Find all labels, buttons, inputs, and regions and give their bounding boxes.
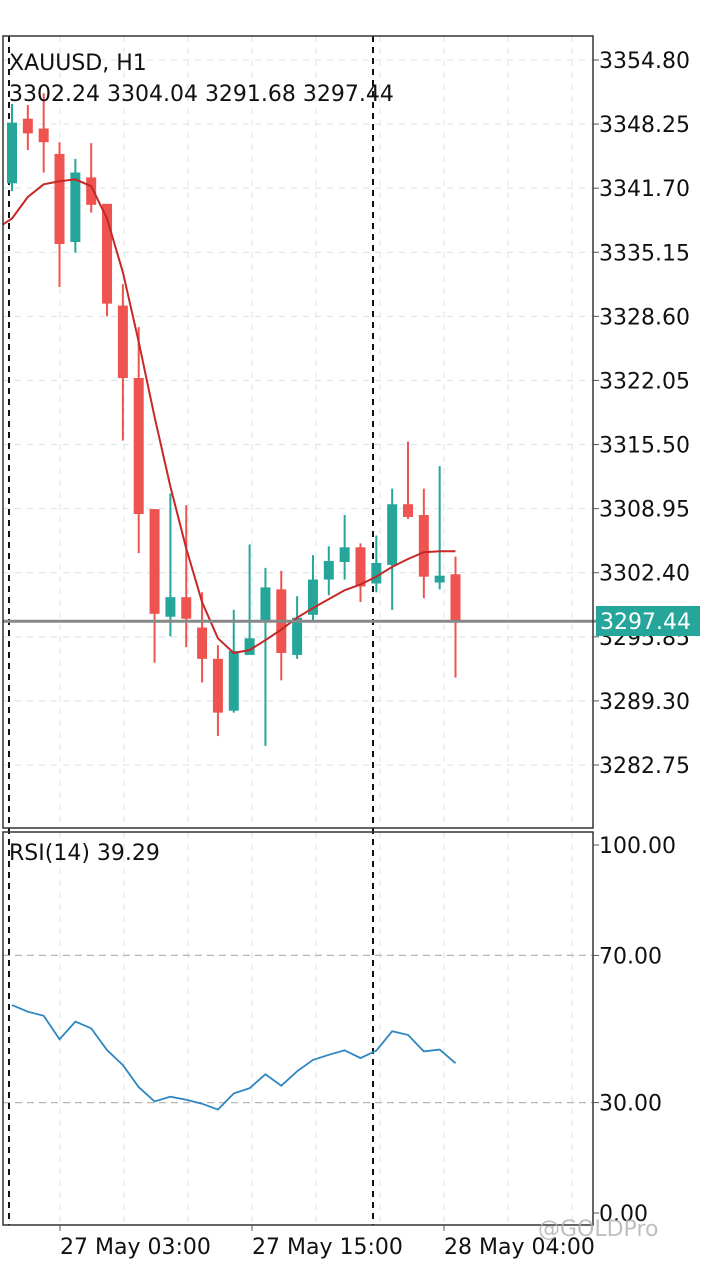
price-tick-label: 3348.25 [599, 113, 690, 138]
candle [292, 596, 303, 659]
last-price-badge: 3297.44 [596, 606, 700, 636]
candles-layer [7, 93, 461, 746]
candle [244, 544, 255, 655]
candle-body [323, 560, 334, 580]
price-tick-label: 3302.40 [599, 562, 690, 587]
watermark: @GOLDPro [538, 1217, 658, 1242]
time-tick-label: 27 May 15:00 [252, 1235, 403, 1260]
rsi-panel-frame [2, 831, 594, 1226]
rsi-label: RSI(14) 39.29 [9, 841, 160, 866]
candle-body [212, 658, 223, 713]
candle [212, 645, 223, 737]
candle [70, 158, 81, 253]
candle [54, 142, 65, 288]
price-tick-label: 3315.50 [599, 434, 690, 459]
candle-body [165, 597, 176, 617]
candle-body [117, 305, 128, 379]
candle-body [7, 122, 17, 184]
candle [339, 514, 350, 580]
price-tick-label: 3289.30 [599, 690, 690, 715]
rsi-tick-label: 70.00 [599, 944, 662, 969]
candle [323, 546, 334, 596]
candle-body [149, 509, 160, 614]
candle [102, 203, 113, 317]
candle-body [418, 514, 429, 577]
candle [434, 466, 445, 590]
candle-body [403, 504, 413, 517]
price-tick-label: 3328.60 [599, 305, 690, 330]
overlay-layer [2, 178, 596, 1111]
candle [228, 609, 239, 713]
symbol-label: XAUUSD, H1 [9, 51, 147, 76]
price-tick-label: 3335.15 [599, 241, 690, 266]
candle [133, 327, 144, 554]
candle-body [387, 504, 398, 565]
price-tick-label: 3354.80 [599, 49, 690, 74]
candle-body [244, 638, 255, 655]
last-price-badge-box [596, 606, 700, 636]
moving-average-line [2, 178, 456, 655]
last-price-badge-text: 3297.44 [600, 610, 691, 635]
candle [418, 488, 429, 599]
candle-body [371, 562, 382, 584]
candle-body [86, 177, 97, 205]
candle-body [197, 627, 208, 659]
candle [355, 543, 366, 603]
candle-body [228, 651, 239, 711]
price-panel-frame [2, 35, 594, 829]
candle-body [339, 547, 350, 562]
candle [22, 105, 33, 151]
candle-body [307, 579, 318, 615]
time-tick-label: 28 May 04:00 [444, 1235, 595, 1260]
candle-body [133, 378, 144, 515]
rsi-tick-label: 30.00 [599, 1092, 662, 1117]
candle [7, 104, 17, 192]
time-tick-label: 27 May 03:00 [60, 1235, 211, 1260]
candle [276, 570, 287, 681]
candle-body [260, 587, 271, 621]
ohlc-label: 3302.24 3304.04 3291.68 3297.44 [9, 82, 394, 107]
price-tick-label: 3341.70 [599, 177, 690, 202]
candle-body [22, 118, 33, 134]
candle-body [434, 575, 445, 583]
price-tick-label: 3308.95 [599, 498, 690, 523]
candle [86, 143, 97, 213]
candle-body [38, 128, 49, 143]
candle-body [54, 153, 65, 244]
rsi-tick-label: 0.00 [599, 1202, 648, 1227]
candle [371, 535, 382, 593]
candle [403, 441, 413, 519]
candle-body [292, 617, 303, 655]
candle [197, 592, 208, 683]
candle [387, 488, 398, 610]
candle-body [70, 172, 81, 242]
grid-layer [3, 36, 593, 1225]
rsi-tick-label: 100.00 [599, 834, 676, 859]
frame-layer [2, 35, 594, 1226]
axis-layer: 3354.80 3348.25 3341.70 3335.15 3328.60 3322.… [59, 49, 690, 1260]
vertical-marker-layer [8, 36, 374, 1225]
candle [149, 509, 160, 663]
candle [307, 555, 318, 621]
candle [38, 93, 49, 173]
candle-body [181, 597, 192, 619]
candle [181, 505, 192, 648]
price-tick-label: 3282.75 [599, 754, 690, 779]
candle [260, 567, 271, 746]
candle [165, 493, 176, 637]
candle-body [102, 203, 113, 304]
candle-body [450, 574, 461, 622]
candle [450, 556, 461, 678]
candle [117, 284, 128, 441]
price-tick-label: 3322.05 [599, 369, 690, 394]
candle-body [355, 547, 366, 587]
rsi-line [11, 1004, 457, 1111]
